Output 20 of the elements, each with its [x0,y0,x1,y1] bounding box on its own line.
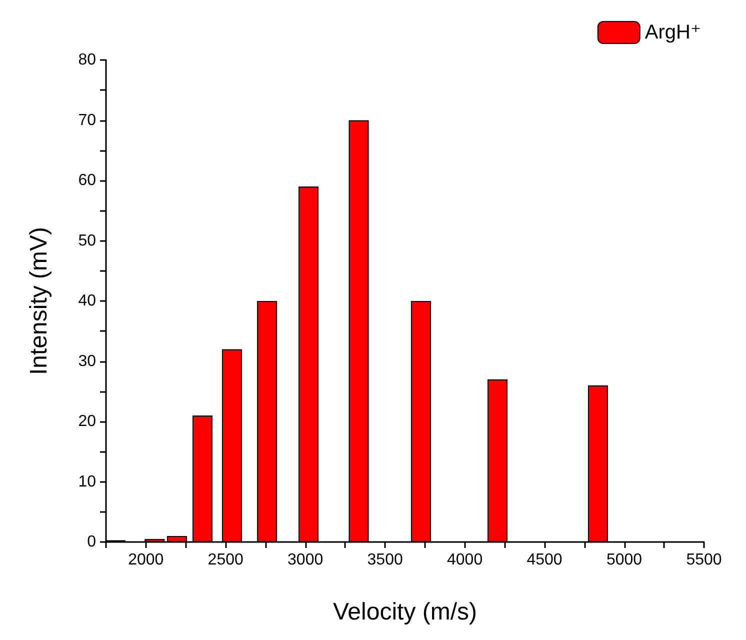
legend-label: ArgH⁺ [644,22,701,44]
y-tick-label: 10 [78,473,96,490]
x-tick-label: 5000 [606,552,642,568]
x-tick-label: 4500 [526,552,562,568]
y-tick-label: 60 [78,172,96,189]
y-tick-label: 40 [78,292,96,310]
y-tick-label: 20 [78,413,96,430]
x-tick-label: 2000 [128,552,164,568]
x-tick-label: 4000 [447,552,483,568]
x-tick-label: 3000 [288,552,324,568]
y-tick-label: 70 [78,112,96,129]
y-tick-label: 50 [78,232,96,250]
y-axis-title: Intensity (mV) [26,226,52,376]
y-tick-label: 30 [78,352,96,370]
x-tick-label: 2500 [208,552,244,568]
x-axis-title: Velocity (m/s) [332,598,478,626]
y-tick-label: 80 [78,52,96,68]
x-tick-label: 3500 [367,552,403,568]
x-tick-label: 5500 [686,552,722,568]
y-tick-label: 0 [87,534,96,550]
